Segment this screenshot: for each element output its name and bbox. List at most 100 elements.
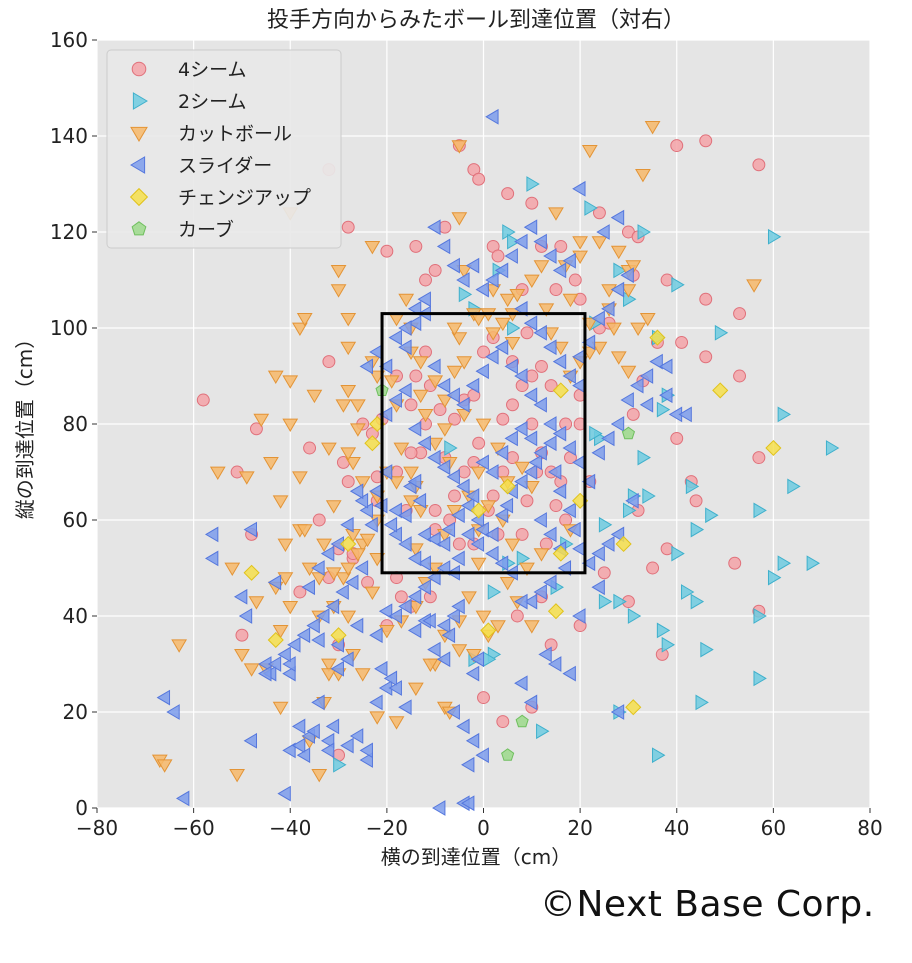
- point-s0-21: [428, 503, 442, 517]
- point-s0-51: [752, 158, 766, 172]
- point-s3-132: [456, 396, 470, 413]
- point-s3-122: [475, 747, 489, 764]
- point-s2-66: [533, 260, 550, 274]
- point-s3-75: [543, 435, 557, 452]
- point-s0-126: [448, 412, 461, 426]
- point-s2-35: [364, 241, 381, 255]
- point-s3-186: [543, 339, 557, 356]
- point-s2-115: [311, 769, 328, 783]
- point-s3-36: [398, 699, 412, 716]
- point-s3-7: [243, 732, 257, 749]
- point-s3-223: [547, 656, 562, 672]
- point-s2-81: [639, 313, 656, 327]
- point-s3-41: [436, 617, 451, 634]
- point-s0-100: [312, 513, 326, 527]
- point-s2-29: [330, 284, 347, 298]
- point-s3-22: [320, 732, 335, 749]
- point-s2-178: [461, 591, 477, 605]
- point-s1-37: [656, 622, 671, 639]
- point-s0-48: [699, 134, 713, 148]
- point-s2-149: [316, 538, 332, 552]
- point-s1-45: [516, 550, 531, 567]
- point-s3-11: [267, 574, 282, 591]
- point-s1-54: [458, 286, 473, 303]
- point-s1-14: [685, 478, 700, 495]
- point-s3-44: [451, 598, 465, 615]
- point-s0-47: [670, 139, 684, 153]
- point-s2-147: [350, 399, 366, 413]
- point-s2-126: [451, 644, 468, 658]
- point-s1-35: [671, 276, 685, 293]
- point-s3-20: [306, 723, 320, 740]
- point-s2-49: [456, 356, 473, 370]
- point-s3-203: [504, 430, 518, 447]
- point-s1-59: [444, 440, 458, 456]
- point-s2-44: [412, 389, 429, 404]
- legend-label-0: 4シーム: [178, 59, 247, 81]
- point-s2-120: [369, 711, 386, 725]
- point-s3-117: [427, 641, 441, 658]
- point-s3-103: [340, 516, 354, 533]
- point-s3-49: [432, 800, 446, 816]
- point-s1-51: [507, 320, 521, 336]
- point-s3-178: [427, 219, 441, 236]
- point-s1-3: [787, 478, 801, 495]
- point-s3-166: [543, 248, 557, 264]
- point-s3-68: [494, 507, 509, 524]
- point-s3-129: [427, 358, 441, 375]
- point-s3-182: [485, 108, 499, 125]
- point-s4-7: [480, 622, 497, 639]
- point-s3-219: [258, 665, 272, 682]
- point-s2-7: [272, 701, 289, 716]
- point-s3-60: [427, 531, 441, 548]
- point-s1-2: [777, 406, 792, 423]
- point-s3-143: [562, 440, 576, 456]
- point-s2-54: [451, 140, 468, 154]
- legend-label-1: 2シーム: [178, 91, 247, 113]
- point-s2-24: [306, 389, 323, 404]
- point-s2-61: [499, 293, 516, 308]
- point-s2-78: [620, 365, 637, 380]
- point-s2-136: [407, 543, 424, 557]
- x-tick-label-2: −40: [269, 816, 311, 840]
- point-s1-16: [705, 507, 719, 524]
- point-s3-3: [204, 526, 219, 543]
- point-s2-144: [354, 476, 371, 490]
- point-s3-170: [504, 248, 518, 264]
- point-s3-228: [639, 396, 654, 413]
- point-s0-37: [549, 283, 563, 297]
- copyright-text: ©Next Base Corp.: [540, 884, 875, 925]
- point-s2-161: [350, 548, 366, 562]
- point-s3-156: [581, 334, 596, 351]
- strike-zone: [380, 312, 587, 575]
- point-s3-134: [475, 363, 489, 380]
- point-s3-142: [552, 425, 567, 442]
- point-s2-90: [591, 236, 608, 250]
- point-s3-133: [465, 377, 480, 394]
- point-s0-114: [535, 359, 548, 373]
- point-s3-39: [422, 612, 436, 629]
- point-s2-52: [456, 265, 473, 279]
- legend-marker-1: [132, 92, 148, 110]
- point-s2-9: [272, 625, 289, 639]
- legend-marker-2: [130, 126, 148, 142]
- point-s2-86: [548, 207, 564, 221]
- point-s2-157: [238, 471, 255, 485]
- point-s3-162: [596, 224, 610, 240]
- point-s0-78: [486, 489, 500, 503]
- point-s3-82: [543, 574, 557, 591]
- point-s3-153: [659, 358, 673, 375]
- point-s3-62: [441, 521, 456, 538]
- point-s2-153: [277, 538, 294, 552]
- point-s2-59: [494, 317, 511, 332]
- point-s2-89: [572, 236, 588, 250]
- point-s0-14: [438, 220, 452, 234]
- point-s3-118: [436, 651, 451, 668]
- point-s3-210: [345, 574, 359, 591]
- point-s3-27: [340, 737, 354, 754]
- point-s3-29: [359, 752, 373, 768]
- point-s3-125: [388, 329, 402, 346]
- point-s0-59: [626, 407, 640, 421]
- point-s3-159: [610, 281, 625, 298]
- point-s3-114: [398, 598, 412, 615]
